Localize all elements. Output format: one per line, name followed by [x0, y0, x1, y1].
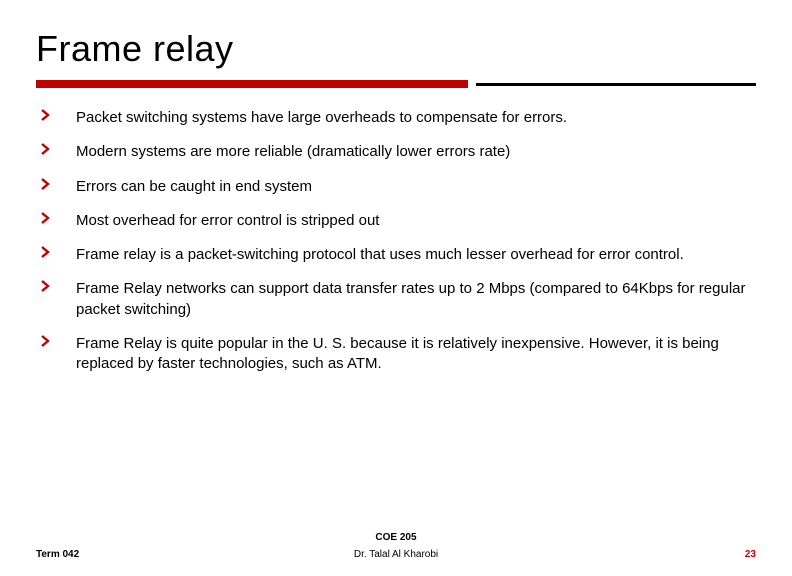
- bullet-text: Most overhead for error control is strip…: [76, 211, 756, 231]
- footer-author: Dr. Talal Al Kharobi: [354, 549, 438, 560]
- list-item: Frame Relay networks can support data tr…: [40, 279, 756, 320]
- bullet-text: Errors can be caught in end system: [76, 177, 756, 197]
- list-item: Packet switching systems have large over…: [40, 108, 756, 128]
- bullet-list: Packet switching systems have large over…: [36, 108, 756, 374]
- footer-page: 23: [745, 549, 756, 560]
- chevron-right-icon: [40, 246, 52, 258]
- footer-term: Term 042: [36, 549, 79, 560]
- bullet-text: Packet switching systems have large over…: [76, 108, 756, 128]
- bullet-text: Modern systems are more reliable (dramat…: [76, 142, 756, 162]
- bullet-text: Frame Relay is quite popular in the U. S…: [76, 334, 756, 375]
- list-item: Frame Relay is quite popular in the U. S…: [40, 334, 756, 375]
- list-item: Errors can be caught in end system: [40, 177, 756, 197]
- chevron-right-icon: [40, 109, 52, 121]
- slide: Frame relay Packet switching systems hav…: [0, 0, 792, 576]
- list-item: Frame relay is a packet-switching protoc…: [40, 245, 756, 265]
- title-divider: [36, 80, 756, 88]
- divider-thin: [476, 83, 756, 86]
- bullet-text: Frame Relay networks can support data tr…: [76, 279, 756, 320]
- footer-row: Term 042 Dr. Talal Al Kharobi 23: [36, 549, 756, 560]
- divider-thick: [36, 80, 468, 88]
- list-item: Modern systems are more reliable (dramat…: [40, 142, 756, 162]
- bullet-text: Frame relay is a packet-switching protoc…: [76, 245, 756, 265]
- footer-course: COE 205: [36, 532, 756, 543]
- slide-footer: COE 205 Term 042 Dr. Talal Al Kharobi 23: [36, 532, 756, 560]
- chevron-right-icon: [40, 178, 52, 190]
- list-item: Most overhead for error control is strip…: [40, 211, 756, 231]
- chevron-right-icon: [40, 280, 52, 292]
- chevron-right-icon: [40, 212, 52, 224]
- slide-title: Frame relay: [36, 28, 756, 70]
- chevron-right-icon: [40, 335, 52, 347]
- chevron-right-icon: [40, 143, 52, 155]
